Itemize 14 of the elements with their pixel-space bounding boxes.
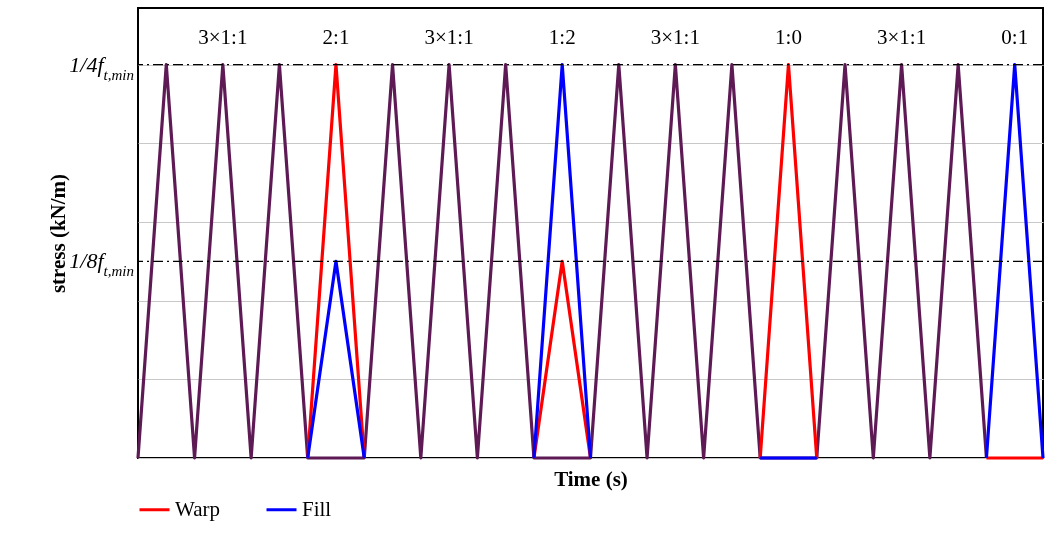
text: 0:1 — [1001, 25, 1029, 49]
legend-label: Warp — [175, 496, 220, 521]
y-axis-title: stress (kN/m) — [45, 173, 70, 294]
ref-line-label: 1/4f$_{t,min}$ — [69, 51, 134, 83]
text: 2:1 — [322, 25, 350, 49]
ref-line-label: 1/8f$_{t,min}$ — [69, 248, 134, 280]
legend-label: Fill — [302, 496, 332, 521]
x-axis-title: Time (s) — [554, 466, 628, 491]
text: 3×1:1 — [650, 25, 700, 49]
text: 3×1:1 — [877, 25, 927, 49]
text: 1:2 — [548, 25, 576, 49]
text: 1:0 — [775, 25, 802, 49]
text: 3×1:1 — [424, 25, 474, 49]
text: 3×1:1 — [198, 25, 248, 49]
